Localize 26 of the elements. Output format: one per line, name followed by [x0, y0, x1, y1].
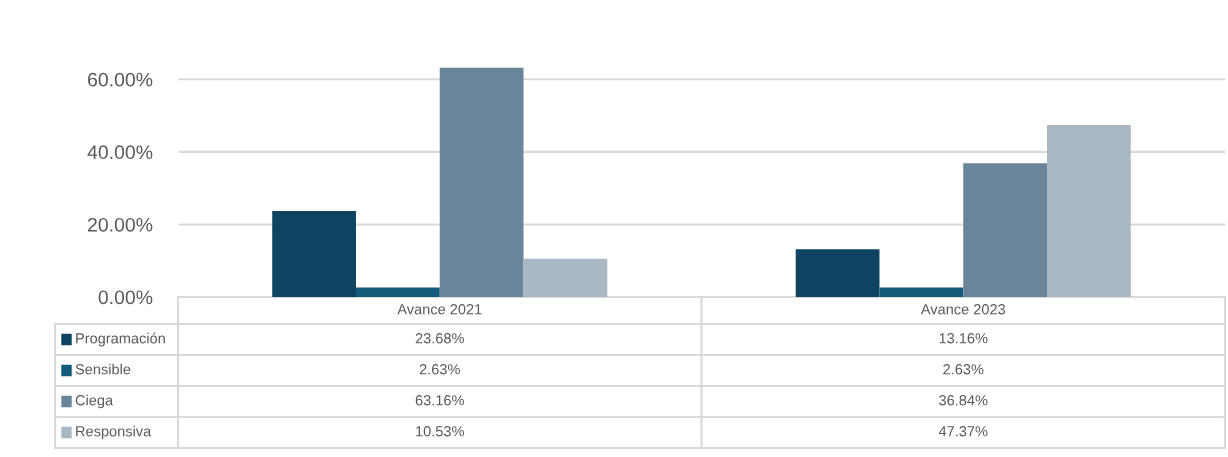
bar — [272, 211, 356, 297]
data-label: 23.68% — [415, 333, 464, 344]
x-tick-label: Avance 2021 — [397, 304, 482, 315]
bar — [879, 287, 964, 297]
bar — [963, 163, 1048, 297]
data-label: 36.84% — [939, 395, 988, 406]
y-tick-label: 40.00% — [87, 145, 153, 160]
legend-label: Ciega — [75, 394, 114, 409]
bar — [523, 258, 608, 297]
bar — [439, 67, 524, 297]
y-tick-label: 60.00% — [88, 72, 153, 87]
legend-label: Sensible — [75, 363, 131, 375]
legend-label: Programación — [76, 332, 165, 347]
data-label: 47.37% — [938, 426, 988, 437]
legend-label: Responsiva — [76, 425, 152, 440]
data-label: 2.63% — [419, 364, 460, 375]
data-label: 10.53% — [416, 426, 464, 437]
data-label: 13.16% — [939, 333, 988, 344]
bar — [1047, 125, 1131, 297]
x-tick-label: Avance 2023 — [920, 304, 1006, 315]
y-tick-label: 20.00% — [88, 217, 153, 232]
bar — [795, 249, 880, 297]
y-tick-label: 0.00% — [98, 290, 153, 305]
bar — [355, 287, 440, 297]
data-label: 2.63% — [943, 364, 984, 375]
data-label: 63.16% — [415, 395, 464, 406]
